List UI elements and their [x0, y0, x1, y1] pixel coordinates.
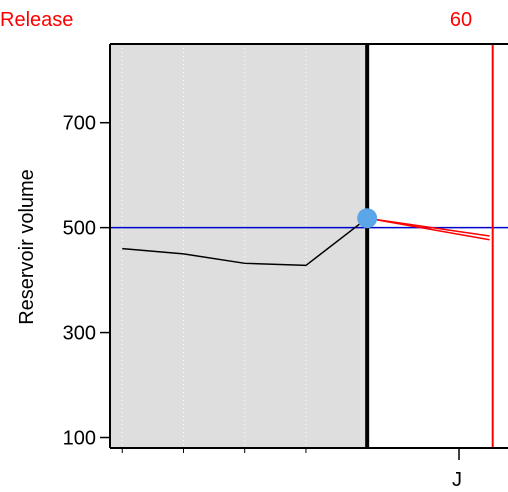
y-tick-label-100: 100 — [63, 428, 96, 450]
history-series-line — [122, 217, 368, 267]
release-label: Release — [0, 9, 73, 31]
current-volume-point — [357, 208, 378, 229]
y-tick-label-700: 700 — [63, 113, 96, 135]
plot-area: 100 300 500 700 J — [63, 43, 508, 491]
x-tick-label-0: J — [452, 469, 462, 491]
y-tick-label-300: 300 — [63, 323, 96, 345]
release-value: 60 — [450, 9, 472, 31]
forecast-line-1 — [367, 217, 490, 241]
history-shaded-region — [110, 44, 368, 448]
y-axis-label: Reservoir volume — [16, 169, 38, 325]
y-tick-label-500: 500 — [63, 218, 96, 240]
